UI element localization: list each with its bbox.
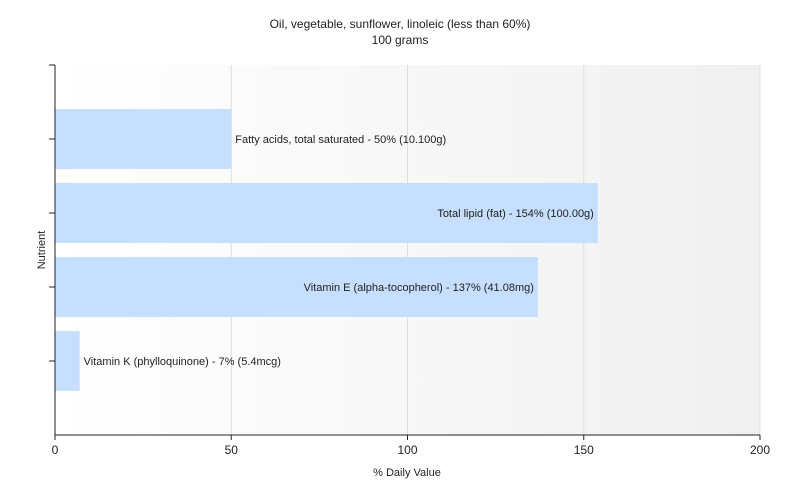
bar <box>55 183 598 243</box>
x-tick-label: 150 <box>574 443 594 457</box>
bar-label: Vitamin E (alpha-tocopherol) - 137% (41.… <box>304 282 534 294</box>
x-tick-label: 50 <box>225 443 239 457</box>
x-tick-label: 200 <box>750 443 770 457</box>
chart-subtitle: 100 grams <box>372 33 429 47</box>
chart-title: Oil, vegetable, sunflower, linoleic (les… <box>270 17 531 31</box>
bar <box>55 331 80 391</box>
x-tick-label: 100 <box>397 443 417 457</box>
y-axis-label: Nutrient <box>36 231 48 270</box>
bar <box>55 257 538 317</box>
bar-label: Fatty acids, total saturated - 50% (10.1… <box>235 134 446 146</box>
bar <box>55 109 232 169</box>
x-tick-label: 0 <box>52 443 59 457</box>
x-axis-label: % Daily Value <box>373 467 441 479</box>
bar-label: Total lipid (fat) - 154% (100.00g) <box>437 208 594 220</box>
bar-label: Vitamin K (phylloquinone) - 7% (5.4mcg) <box>84 356 281 368</box>
